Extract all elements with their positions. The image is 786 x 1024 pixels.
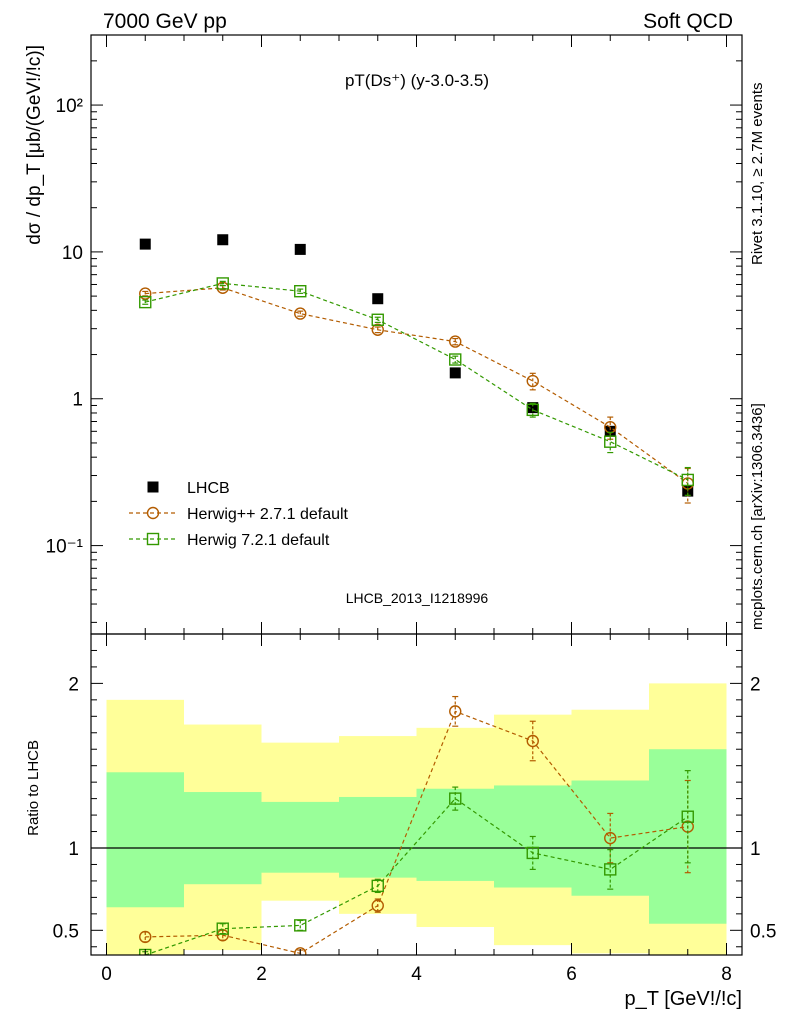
ratio-errorbar-herwig-7-2-1-default <box>374 878 381 894</box>
main-line-herwig-2-7-1-default <box>145 287 689 484</box>
main-point-lhcb <box>527 402 539 414</box>
legend-label: Herwig++ 2.7.1 default <box>187 506 349 523</box>
main-errorbar-herwig-7-2-1-default <box>219 280 226 287</box>
rivet-version-label: Rivet 3.1.10, ≥ 2.7M events <box>749 83 766 266</box>
legend-marker <box>146 532 160 546</box>
main-point-herwig-2-7-1-default <box>294 307 307 320</box>
x-axis-label: p_T [GeV!/!c] <box>625 988 742 1010</box>
main-point-herwig-7-2-1-default <box>449 353 462 366</box>
ratio-y-axis-label: Ratio to LHCB <box>25 740 42 836</box>
x-tick-label: 8 <box>721 964 732 985</box>
x-tick-label: 2 <box>256 964 267 985</box>
legend-entry-herwig-7-2-1-default: Herwig 7.2.1 default <box>129 532 330 549</box>
ratio-point-herwig-7-2-1-default <box>604 863 617 876</box>
category-label: Soft QCD <box>643 10 733 33</box>
main-panel: 10² 10 1 10⁻¹ pT(Ds⁺) (y-3.0-3.5) LHCB_2013… <box>24 34 743 635</box>
main-line-herwig-7-2-1-default <box>145 282 689 481</box>
ratio-point-herwig-7-2-1-default <box>216 922 229 935</box>
ratio-point-herwig-7-2-1-default <box>294 919 307 932</box>
ratio-point-herwig-7-2-1-default <box>449 792 462 805</box>
main-point-herwig-2-7-1-default <box>139 287 152 300</box>
legend-entry-herwig-2-7-1-default: Herwig++ 2.7.1 default <box>129 506 349 523</box>
ratio-y-tick-label-right: 0.5 <box>750 921 776 942</box>
x-tick-label: 6 <box>566 964 577 985</box>
ratio-point-herwig-7-2-1-default <box>681 810 694 823</box>
ratio-point-herwig-2-7-1-default <box>526 734 539 748</box>
main-errorbar-herwig-7-2-1-default <box>684 466 691 496</box>
ratio-inner-band <box>571 780 649 896</box>
main-point-lhcb <box>139 238 151 250</box>
main-point-herwig-2-7-1-default <box>449 335 462 348</box>
energy-label: 7000 GeV pp <box>103 10 227 33</box>
main-point-lhcb <box>372 293 384 305</box>
x-tick-label: 0 <box>101 964 112 985</box>
legend: LHCB Herwig++ 2.7.1 default Herwig 7.2.1 d… <box>129 480 349 549</box>
main-point-herwig-7-2-1-default <box>371 313 384 326</box>
ratio-point-herwig-2-7-1-default <box>604 831 617 845</box>
ratio-point-herwig-2-7-1-default <box>294 947 307 955</box>
ratio-y-tick-label-right: 1 <box>750 839 761 860</box>
main-errorbar-herwig-7-2-1-default <box>452 355 459 364</box>
main-errorbar-herwig-7-2-1-default <box>297 288 304 294</box>
ratio-inner-band <box>261 801 339 873</box>
main-point-lhcb <box>449 367 461 379</box>
ratio-errorbar-herwig-2-7-1-default <box>374 898 381 913</box>
ratio-inner-band <box>184 792 262 885</box>
ratio-inner-band <box>339 796 417 878</box>
main-errorbar-herwig-7-2-1-default <box>142 299 149 305</box>
ratio-errorbar-herwig-7-2-1-default <box>529 835 536 871</box>
mcplots-credit-label: mcplots.cern.ch [arXiv:1306.3436] <box>749 403 766 630</box>
ratio-point-herwig-2-7-1-default <box>449 705 462 718</box>
ratio-inner-band <box>106 772 184 908</box>
ratio-point-herwig-7-2-1-default <box>526 846 539 860</box>
ratio-errorbar-herwig-2-7-1-default <box>529 720 536 762</box>
main-errorbar-herwig-7-2-1-default <box>607 431 614 454</box>
main-point-herwig-7-2-1-default <box>139 295 152 309</box>
legend-entry-lhcb: LHCB <box>147 480 230 497</box>
ratio-y-tick-label: 2 <box>68 674 79 695</box>
main-point-herwig-7-2-1-default <box>526 403 539 417</box>
legend-marker <box>146 506 160 520</box>
ratio-errorbar-herwig-7-2-1-default <box>684 770 691 864</box>
main-point-lhcb <box>604 425 616 437</box>
ratio-y-tick-label: 1 <box>68 839 79 860</box>
main-point-lhcb <box>217 234 229 246</box>
ratio-point-herwig-2-7-1-default <box>371 899 384 912</box>
ratio-panel: 0 2 4 6 8 0.5 0.5 1 1 2 2 Ratio to LHCB p_T [GeV!/… <box>25 633 776 1010</box>
main-y-tick-label: 10 <box>62 243 83 264</box>
main-errorbar-herwig-2-7-1-default <box>142 290 149 297</box>
main-title: pT(Ds⁺) (y-3.0-3.5) <box>345 71 489 90</box>
ratio-y-tick-label-right: 2 <box>750 674 761 695</box>
ratio-line-herwig-2-7-1-default <box>145 710 688 955</box>
ratio-errorbar-herwig-7-2-1-default <box>607 849 614 890</box>
main-point-herwig-2-7-1-default <box>371 323 384 336</box>
main-y-tick-label: 1 <box>72 390 83 411</box>
main-errorbar-herwig-2-7-1-default <box>374 326 381 334</box>
legend-label: Herwig 7.2.1 default <box>187 532 330 549</box>
main-y-axis-label: dσ / dp_T [μb/(GeV!/!c)] <box>24 45 45 245</box>
main-y-tick-label: 10² <box>56 96 83 117</box>
main-point-lhcb <box>294 243 306 255</box>
main-errorbar-herwig-2-7-1-default <box>452 337 459 346</box>
main-point-herwig-7-2-1-default <box>294 285 307 298</box>
analysis-label: LHCB_2013_I1218996 <box>346 590 489 606</box>
ratio-errorbar-herwig-7-2-1-default <box>452 786 459 811</box>
legend-label: LHCB <box>187 480 230 497</box>
main-y-tick-label: 10⁻¹ <box>46 537 84 558</box>
main-errorbar-herwig-7-2-1-default <box>374 316 381 324</box>
ratio-point-herwig-2-7-1-default <box>139 930 152 944</box>
ratio-point-herwig-7-2-1-default <box>371 879 384 893</box>
main-point-herwig-2-7-1-default <box>526 374 539 388</box>
ratio-errorbar-herwig-2-7-1-default <box>607 812 614 864</box>
ratio-y-tick-label: 0.5 <box>53 921 79 942</box>
x-tick-label: 4 <box>411 964 422 985</box>
main-point-herwig-7-2-1-default <box>604 435 617 448</box>
ratio-line-herwig-7-2-1-default <box>145 797 689 955</box>
main-point-herwig-7-2-1-default <box>216 277 229 290</box>
ratio-errorbar-herwig-2-7-1-default <box>452 695 459 727</box>
legend-marker <box>147 481 159 493</box>
main-point-herwig-7-2-1-default <box>681 473 694 487</box>
main-errorbar-herwig-2-7-1-default <box>297 310 304 317</box>
